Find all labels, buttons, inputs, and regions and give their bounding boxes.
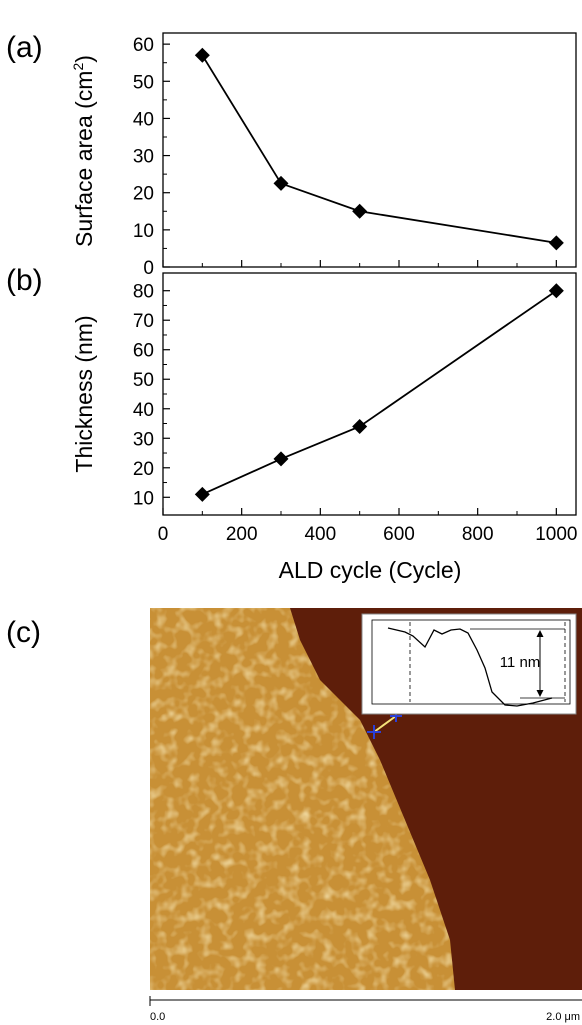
plot-frame-b (162, 272, 577, 516)
data-point-a (548, 235, 564, 251)
y-tick-label-b: 40 (133, 400, 154, 421)
y-ticks-a: 0 10 20 30 40 50 60 (133, 35, 170, 279)
panel-label-b: (b) (6, 264, 43, 297)
y-tick-label-b: 30 (133, 429, 154, 450)
data-point-b (548, 283, 564, 299)
y-tick-label-b: 50 (133, 370, 154, 391)
y-tick-label-b: 10 (133, 488, 154, 509)
chart-b: (b) Thickness (nm) 10 20 30 40 50 60 70 80 0 200… (6, 264, 577, 583)
y-tick-label-b: 70 (133, 311, 154, 332)
data-point-b (352, 418, 368, 434)
y-ticks-b: 10 20 30 40 50 60 70 80 (133, 282, 170, 509)
y-tick-label-b: 80 (133, 282, 154, 303)
y-axis-title-b: Thickness (nm) (71, 315, 97, 472)
y-tick-label-b: 20 (133, 459, 154, 480)
x-axis-title: ALD cycle (Cycle) (279, 557, 462, 583)
panel-label-c: (c) (6, 616, 41, 649)
y-tick-label-a: 50 (133, 72, 154, 93)
panel-label-a: (a) (6, 31, 43, 64)
series-markers-a (194, 47, 564, 251)
y-tick-label-a: 20 (133, 184, 154, 205)
y-tick-label-a: 0 (143, 258, 154, 279)
data-point-b (273, 451, 289, 467)
afm-inset-profile: 11 nm (361, 613, 577, 715)
x-tick-label: 400 (304, 524, 336, 545)
x-tick-label: 0 (158, 524, 169, 545)
arrow-down-icon (536, 690, 544, 697)
y-tick-label-a: 30 (133, 147, 154, 168)
afm-panel: (c) 11 nm 0.0 2.0 (6, 608, 582, 1023)
x-tick-label: 1000 (535, 524, 577, 545)
inset-profile-curve (387, 627, 553, 707)
inset-step-label: 11 nm (500, 654, 541, 671)
x-ticks-b: 0 200 400 600 800 1000 (158, 508, 577, 545)
data-point-a (194, 47, 210, 63)
y-tick-label-a: 40 (133, 109, 154, 130)
x-tick-label: 200 (226, 524, 258, 545)
y-axis-title-a: Surface area (cm2) (70, 55, 97, 247)
y-tick-label-a: 10 (133, 221, 154, 242)
series-line-a (201, 54, 557, 244)
data-point-a (273, 175, 289, 191)
afm-profile-line (373, 715, 397, 733)
y-tick-label-a: 60 (133, 35, 154, 56)
afm-cursor-start-icon (367, 725, 381, 739)
data-point-a (352, 203, 368, 219)
scale-bar-end-label: 2.0 μm (546, 1011, 580, 1023)
x-ticks-a (162, 260, 557, 267)
arrow-up-icon (536, 630, 544, 637)
y-tick-label-b: 60 (133, 341, 154, 362)
data-point-b (194, 486, 210, 502)
series-line-b (201, 289, 557, 496)
x-tick-label: 800 (462, 524, 494, 545)
scale-bar-start-label: 0.0 (150, 1011, 165, 1023)
plot-frame-a (162, 32, 577, 268)
series-markers-b (194, 283, 564, 502)
chart-a: (a) Surface area (cm2) 0 10 20 30 40 50 60 (6, 31, 577, 279)
x-tick-label: 600 (383, 524, 415, 545)
